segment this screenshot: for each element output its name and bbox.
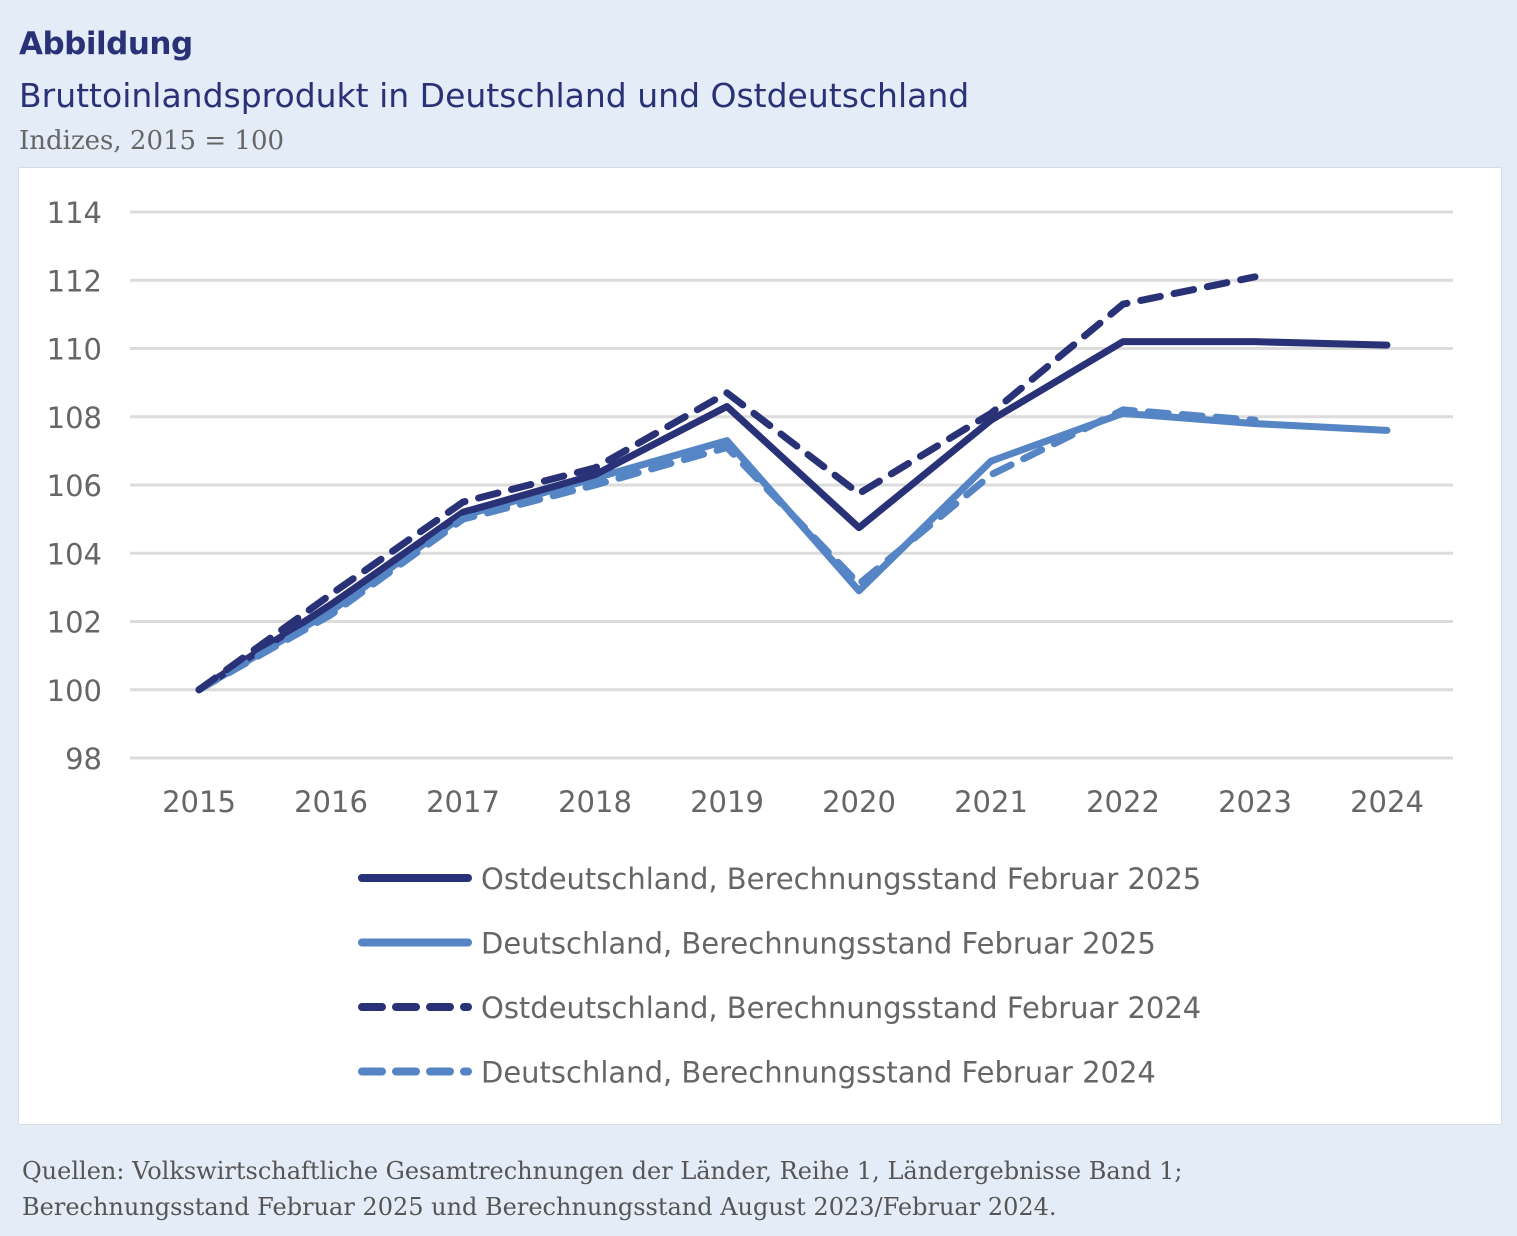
x-tick-label: 2019 <box>690 785 764 819</box>
y-tick-label: 102 <box>47 606 102 640</box>
legend-label: Ostdeutschland, Berechnungsstand Februar… <box>481 862 1201 896</box>
series-line-2 <box>195 273 1259 694</box>
x-tick-label: 2018 <box>558 785 632 819</box>
y-tick-label: 98 <box>65 742 102 776</box>
x-tick-label: 2023 <box>1218 785 1292 819</box>
x-tick-label: 2017 <box>426 785 500 819</box>
x-tick-label: 2015 <box>162 785 236 819</box>
chart-title: Bruttoinlandsprodukt in Deutschland und … <box>19 76 970 115</box>
source-note: Quellen: Volkswirtschaftliche Gesamtrech… <box>22 1153 1182 1225</box>
y-tick-label: 100 <box>47 674 102 708</box>
x-tick-label: 2024 <box>1350 785 1424 819</box>
legend-label: Deutschland, Berechnungsstand Februar 20… <box>481 927 1156 961</box>
legend-label: Deutschland, Berechnungsstand Februar 20… <box>481 1056 1156 1090</box>
y-tick-label: 108 <box>47 401 102 435</box>
series-line-0 <box>195 338 1391 694</box>
x-tick-label: 2022 <box>1086 785 1160 819</box>
x-tick-label: 2016 <box>294 785 368 819</box>
source-line-1: Quellen: Volkswirtschaftliche Gesamtrech… <box>22 1157 1183 1185</box>
x-tick-label: 2020 <box>822 785 896 819</box>
y-tick-label: 110 <box>47 333 102 367</box>
source-line-2: Berechnungsstand Februar 2025 und Berech… <box>22 1193 1057 1221</box>
y-tick-label: 104 <box>47 537 102 571</box>
figure-label: Abbildung <box>19 26 193 62</box>
x-tick-label: 2021 <box>954 785 1028 819</box>
y-tick-label: 106 <box>47 469 102 503</box>
series-line-1 <box>195 409 1391 694</box>
y-tick-label: 112 <box>47 264 102 298</box>
chart-subtitle: Indizes, 2015 = 100 <box>19 126 285 156</box>
legend-label: Ostdeutschland, Berechnungsstand Februar… <box>481 991 1201 1025</box>
y-tick-label: 114 <box>47 196 102 230</box>
series-line-3 <box>195 406 1259 694</box>
